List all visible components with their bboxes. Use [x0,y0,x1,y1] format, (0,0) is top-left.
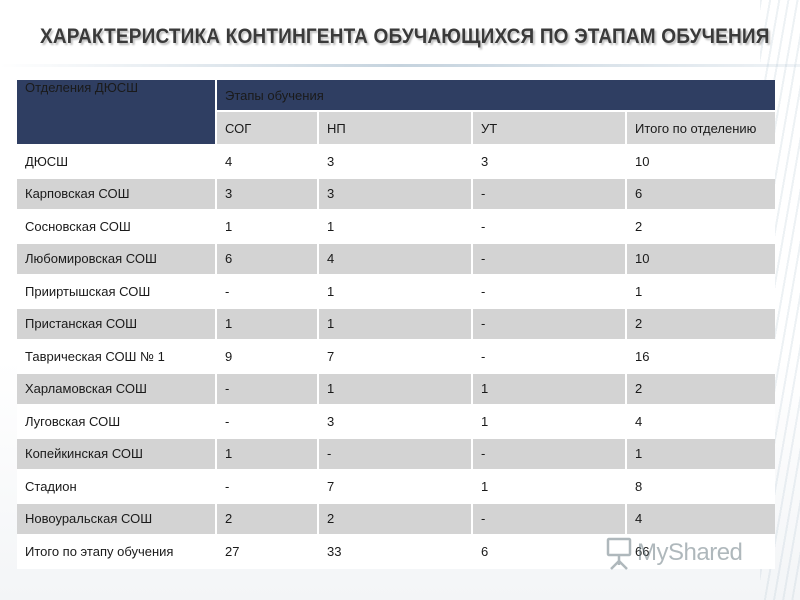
table-row: ДЮСШ 4 3 3 10 [17,146,776,179]
cell-np: 7 [319,341,473,374]
cell-total: 4 [627,406,776,439]
cell-total: 16 [627,341,776,374]
presentation-board-icon [605,535,635,571]
cell-total: 66 [627,536,776,569]
table-row: Копейкинская СОШ 1- -1 [17,438,776,471]
table-row: Луговская СОШ -3 1 4 [17,406,776,439]
watermark-text: MyShared [637,539,743,566]
subheader-np: НП [319,112,473,146]
cell-ut: - [473,341,627,374]
cell-ut: 6 [473,536,627,569]
cell-ut: - [473,308,627,341]
row-name: Прииртышская СОШ [17,276,217,309]
cell-np: 33 [319,536,473,569]
cell-sog: 1 [217,438,319,471]
cell-np: 3 [319,146,473,179]
cell-np: 1 [319,373,473,406]
cell-total: 4 [627,503,776,536]
cell-ut: 1 [473,406,627,439]
table-row: Любомировская СОШ 6 4-10 [17,243,776,276]
cell-np: 1 [319,308,473,341]
cell-np: 3 [319,406,473,439]
row-name: Пристанская СОШ [17,308,217,341]
subheader-ut: УТ [473,112,627,146]
row-name: Харламовская СОШ [17,373,217,406]
cell-ut: - [473,178,627,211]
row-name: Итого по этапу обучения [17,536,217,569]
cell-total: 8 [627,471,776,504]
cell-ut: - [473,276,627,309]
row-name: Копейкинская СОШ [17,438,217,471]
cell-sog: 3 [217,178,319,211]
row-name: Новоуральская СОШ [17,503,217,536]
cell-total: 10 [627,146,776,179]
cell-total: 2 [627,211,776,244]
cell-np: - [319,438,473,471]
cell-sog: 1 [217,308,319,341]
cell-sog: - [217,471,319,504]
table-row: Таврическая СОШ № 1 9 7-16 [17,341,776,374]
cell-sog: - [217,406,319,439]
cell-np: 1 [319,276,473,309]
table-body: ДЮСШ 4 3 3 10 Карповская СОШ 3 3-6 Сосновская СО… [17,146,776,569]
cell-np: 2 [319,503,473,536]
cell-ut: 1 [473,471,627,504]
table-row: Карповская СОШ 3 3-6 [17,178,776,211]
title-underline [0,64,800,67]
cell-sog: 4 [217,146,319,179]
cell-np: 7 [319,471,473,504]
cell-ut: - [473,438,627,471]
table-row: Новоуральская СОШ 2 2-4 [17,503,776,536]
cell-sog: 9 [217,341,319,374]
row-name: Сосновская СОШ [17,211,217,244]
table-row: Сосновская СОШ 1 1-2 [17,211,776,244]
table-row: Пристанская СОШ 1 1-2 [17,308,776,341]
contingent-table: Отделения ДЮСШ Этапы обучения СОГ НП УТ … [17,80,776,569]
watermark: MyShared [605,533,775,573]
row-name: Карповская СОШ [17,178,217,211]
cell-total: 2 [627,373,776,406]
row-name: Таврическая СОШ № 1 [17,341,217,374]
cell-total: 1 [627,276,776,309]
cell-sog: - [217,373,319,406]
cell-ut: 3 [473,146,627,179]
table-row: Харламовская СОШ -1 1 2 [17,373,776,406]
cell-sog: 6 [217,243,319,276]
cell-ut: 1 [473,373,627,406]
cell-total: 10 [627,243,776,276]
subheader-sog: СОГ [217,112,319,146]
cell-sog: - [217,276,319,309]
cell-np: 3 [319,178,473,211]
cell-sog: 1 [217,211,319,244]
cell-np: 1 [319,211,473,244]
row-name: Любомировская СОШ [17,243,217,276]
row-name: Луговская СОШ [17,406,217,439]
slide-title: ХАРАКТЕРИСТИКА КОНТИНГЕНТА ОБУЧАЮЩИХСЯ П… [40,25,770,48]
cell-ut: - [473,211,627,244]
table-row: Прииртышская СОШ -1-1 [17,276,776,309]
cell-total: 6 [627,178,776,211]
header-departments: Отделения ДЮСШ [17,80,217,146]
cell-sog: 27 [217,536,319,569]
subheader-total: Итого по отделению [627,112,776,146]
table-row: Стадион -7 1 8 [17,471,776,504]
header-stages: Этапы обучения [217,80,776,112]
row-name: Стадион [17,471,217,504]
cell-ut: - [473,503,627,536]
row-name: ДЮСШ [17,146,217,179]
cell-sog: 2 [217,503,319,536]
cell-np: 4 [319,243,473,276]
cell-total: 1 [627,438,776,471]
cell-ut: - [473,243,627,276]
cell-total: 2 [627,308,776,341]
table-row: Итого по этапу обучения 27 33 6 66 [17,536,776,569]
